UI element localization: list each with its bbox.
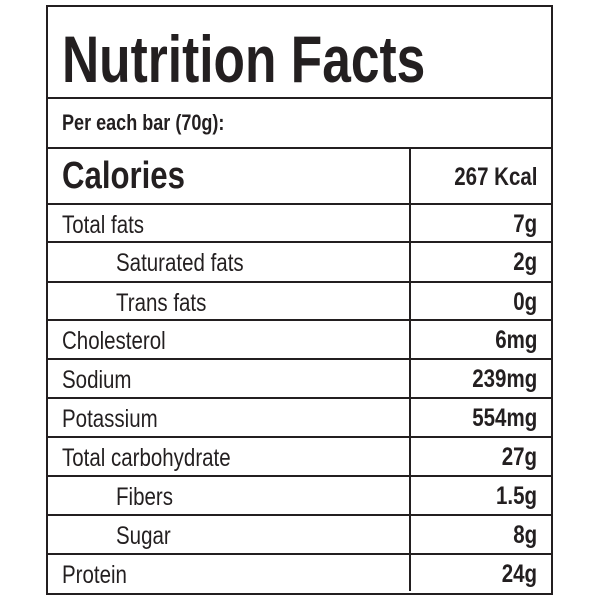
nutrient-row: Potassium 554mg bbox=[48, 399, 551, 438]
column-divider bbox=[409, 360, 411, 397]
nutrient-row: Sugar 8g bbox=[48, 516, 551, 555]
nutrient-value: 239mg bbox=[472, 365, 537, 393]
nutrient-value: 1.5g bbox=[495, 482, 537, 510]
title-row: Nutrition Facts bbox=[48, 7, 551, 99]
nutrient-row: Fibers 1.5g bbox=[48, 477, 551, 516]
nutrient-row: Saturated fats 2g bbox=[48, 243, 551, 283]
nutrition-facts-label: Nutrition Facts Per each bar (70g): Calo… bbox=[46, 5, 553, 595]
nutrient-row: Cholesterol 6mg bbox=[48, 321, 551, 360]
nutrient-label: Total carbohydrate bbox=[62, 444, 231, 472]
nutrient-row: Total fats 7g bbox=[48, 205, 551, 243]
nutrient-row: Sodium 239mg bbox=[48, 360, 551, 399]
column-divider bbox=[409, 516, 411, 553]
nutrient-value: 8g bbox=[513, 521, 537, 549]
serving-size: Per each bar (70g): bbox=[62, 110, 225, 135]
column-divider bbox=[409, 555, 411, 591]
nutrient-label: Total fats bbox=[62, 211, 145, 239]
column-divider bbox=[409, 477, 411, 514]
calories-label: Calories bbox=[62, 155, 185, 197]
nutrient-label: Saturated fats bbox=[116, 249, 244, 277]
column-divider bbox=[409, 205, 411, 241]
nutrient-label: Potassium bbox=[62, 405, 158, 433]
nutrient-label: Trans fats bbox=[116, 289, 207, 317]
column-divider bbox=[409, 321, 411, 358]
title: Nutrition Facts bbox=[62, 22, 426, 96]
nutrient-label: Cholesterol bbox=[62, 327, 166, 355]
column-divider bbox=[409, 399, 411, 436]
nutrient-row: Trans fats 0g bbox=[48, 283, 551, 321]
nutrient-value: 6mg bbox=[494, 326, 537, 354]
column-divider bbox=[409, 438, 411, 475]
nutrient-label: Fibers bbox=[116, 483, 173, 511]
nutrient-value: 24g bbox=[501, 560, 537, 588]
column-divider bbox=[409, 149, 411, 203]
column-divider bbox=[409, 283, 411, 319]
nutrient-label: Protein bbox=[62, 561, 127, 589]
column-divider bbox=[409, 243, 411, 281]
nutrient-label: Sugar bbox=[116, 522, 171, 550]
serving-row: Per each bar (70g): bbox=[48, 99, 551, 149]
nutrient-value: 0g bbox=[513, 288, 537, 316]
nutrient-label: Sodium bbox=[62, 366, 132, 394]
nutrient-value: 554mg bbox=[472, 404, 537, 432]
nutrient-value: 7g bbox=[513, 210, 537, 238]
calories-row: Calories 267 Kcal bbox=[48, 149, 551, 205]
nutrient-value: 27g bbox=[501, 443, 537, 471]
nutrient-row: Total carbohydrate 27g bbox=[48, 438, 551, 477]
calories-value: 267 Kcal bbox=[453, 163, 537, 191]
nutrient-row: Protein 24g bbox=[48, 555, 551, 591]
nutrient-value: 2g bbox=[513, 248, 537, 276]
